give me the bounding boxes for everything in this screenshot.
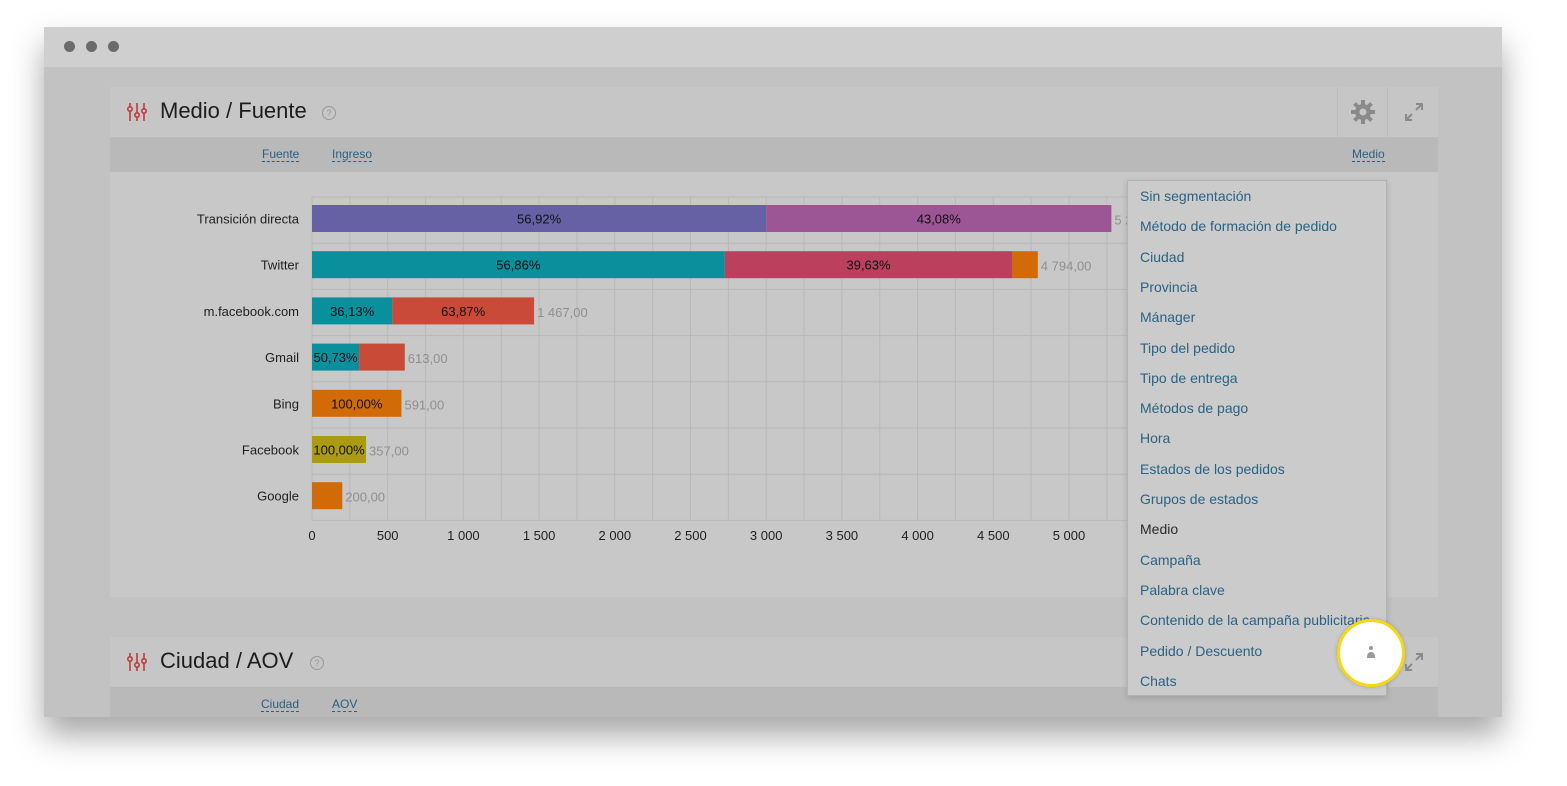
category-label: Twitter bbox=[261, 258, 300, 273]
category-label: Facebook bbox=[242, 443, 300, 458]
x-tick-label: 500 bbox=[377, 528, 399, 543]
filter-sliders-icon[interactable] bbox=[127, 102, 147, 122]
bar-total-label: 4 794,00 bbox=[1041, 259, 1092, 274]
window-maximize-dot[interactable] bbox=[108, 41, 119, 52]
category-label: Gmail bbox=[265, 350, 299, 365]
bar-total-label: 357,00 bbox=[369, 444, 409, 459]
category-label: m.facebook.com bbox=[204, 304, 299, 319]
x-tick-label: 5 000 bbox=[1053, 528, 1086, 543]
dropdown-item[interactable]: Estados de los pedidos bbox=[1140, 460, 1285, 477]
dropdown-item[interactable]: Chats bbox=[1140, 672, 1177, 689]
expand-icon bbox=[1405, 653, 1423, 671]
dropdown-item[interactable]: Provincia bbox=[1140, 278, 1198, 295]
x-tick-label: 2 000 bbox=[599, 528, 632, 543]
x-tick-label: 1 000 bbox=[447, 528, 480, 543]
bar-value-label: 63,87% bbox=[441, 304, 486, 319]
bar-segment bbox=[312, 343, 360, 371]
dropdown-item[interactable]: Pedido / Descuento bbox=[1140, 642, 1263, 659]
dropdown-item[interactable]: Tipo de entrega bbox=[1140, 369, 1238, 386]
bar-value-label: 50,73% bbox=[313, 350, 358, 365]
widget-header: Medio / Fuente ? bbox=[110, 87, 1438, 138]
cursor-highlight bbox=[1337, 619, 1405, 687]
window-minimize-dot[interactable] bbox=[86, 41, 97, 52]
bar-segment bbox=[312, 251, 725, 279]
dropdown-item[interactable]: Mánager bbox=[1140, 309, 1196, 326]
dropdown-item[interactable]: Grupos de estados bbox=[1140, 491, 1259, 507]
bar-total-label: 200,00 bbox=[345, 490, 385, 505]
bar-segment bbox=[1012, 251, 1038, 279]
bar-segment bbox=[312, 482, 343, 510]
tab-medio[interactable]: Medio bbox=[1352, 147, 1385, 162]
help-icon[interactable]: ? bbox=[310, 656, 324, 670]
bar-chart: Transición directa 56,92% 43,08% 5 2Twitter… bbox=[197, 196, 1250, 543]
window-titlebar bbox=[44, 27, 1502, 67]
dropdown-item[interactable]: Medio bbox=[1140, 521, 1179, 538]
bar-segment bbox=[392, 297, 535, 325]
x-tick-label: 0 bbox=[308, 528, 315, 543]
bar-segment bbox=[312, 389, 402, 417]
category-label: Google bbox=[257, 489, 299, 504]
cursor-icon bbox=[1367, 646, 1375, 658]
dropdown-item[interactable]: Palabra clave bbox=[1140, 581, 1225, 598]
dropdown-item[interactable]: Tipo del pedido bbox=[1140, 339, 1236, 356]
widget-title: Medio / Fuente bbox=[160, 98, 307, 123]
help-icon[interactable]: ? bbox=[322, 106, 336, 120]
bar-value-label: 39,63% bbox=[846, 258, 891, 273]
bar-value-label: 56,86% bbox=[496, 258, 541, 273]
x-tick-label: 3 000 bbox=[750, 528, 783, 543]
dropdown-item[interactable]: Métodos de pago bbox=[1140, 400, 1249, 417]
segmentation-dropdown: Sin segmentación Método de formación de p… bbox=[1127, 180, 1387, 696]
filter-sliders-icon[interactable] bbox=[127, 652, 147, 672]
bar-total-label: 591,00 bbox=[404, 397, 444, 412]
bar-segment bbox=[766, 205, 1112, 232]
dropdown-item[interactable]: Contenido de la campaña publicitaria bbox=[1140, 612, 1371, 629]
dropdown-item[interactable]: Campaña bbox=[1140, 551, 1201, 568]
tab-ingreso[interactable]: Ingreso bbox=[332, 147, 373, 162]
dropdown-item[interactable]: Ciudad bbox=[1140, 248, 1185, 265]
dropdown-item[interactable]: Sin segmentación bbox=[1140, 188, 1252, 204]
bar-total-label: 1 467,00 bbox=[537, 305, 588, 320]
tab-fuente[interactable]: Fuente bbox=[262, 147, 300, 162]
bar-value-label: 43,08% bbox=[917, 212, 962, 227]
bar-value-label: 100,00% bbox=[313, 443, 365, 458]
category-label: Bing bbox=[273, 396, 299, 411]
dropdown-item[interactable]: Método de formación de pedido bbox=[1140, 218, 1337, 235]
category-label: Transición directa bbox=[197, 212, 300, 227]
window-close-dot[interactable] bbox=[64, 41, 75, 52]
bar-segment bbox=[312, 297, 393, 325]
bar-segment bbox=[312, 205, 767, 232]
bar-segment bbox=[359, 343, 405, 371]
tab-ciudad[interactable]: Ciudad bbox=[261, 697, 300, 712]
x-tick-label: 4 000 bbox=[901, 528, 934, 543]
bar-segment bbox=[724, 251, 1013, 279]
x-tick-label: 4 500 bbox=[977, 528, 1010, 543]
bar-value-label: 100,00% bbox=[331, 396, 383, 411]
bar-total-label: 613,00 bbox=[408, 351, 448, 366]
expand-icon bbox=[1405, 103, 1423, 121]
settings-button[interactable] bbox=[1337, 87, 1388, 137]
dropdown-item[interactable]: Hora bbox=[1140, 430, 1171, 447]
gear-icon bbox=[1351, 100, 1375, 124]
bar-segment bbox=[312, 436, 367, 463]
tab-aov[interactable]: AOV bbox=[332, 697, 358, 712]
bar-value-label: 36,13% bbox=[330, 304, 375, 319]
x-tick-label: 2 500 bbox=[674, 528, 707, 543]
x-tick-label: 1 500 bbox=[523, 528, 556, 543]
bar-value-label: 56,92% bbox=[517, 212, 562, 227]
expand-button[interactable] bbox=[1387, 87, 1439, 137]
widget-tabs-bar: Fuente Ingreso Medio bbox=[110, 137, 1438, 172]
x-tick-label: 3 500 bbox=[826, 528, 859, 543]
widget-title: Ciudad / AOV bbox=[160, 648, 294, 673]
